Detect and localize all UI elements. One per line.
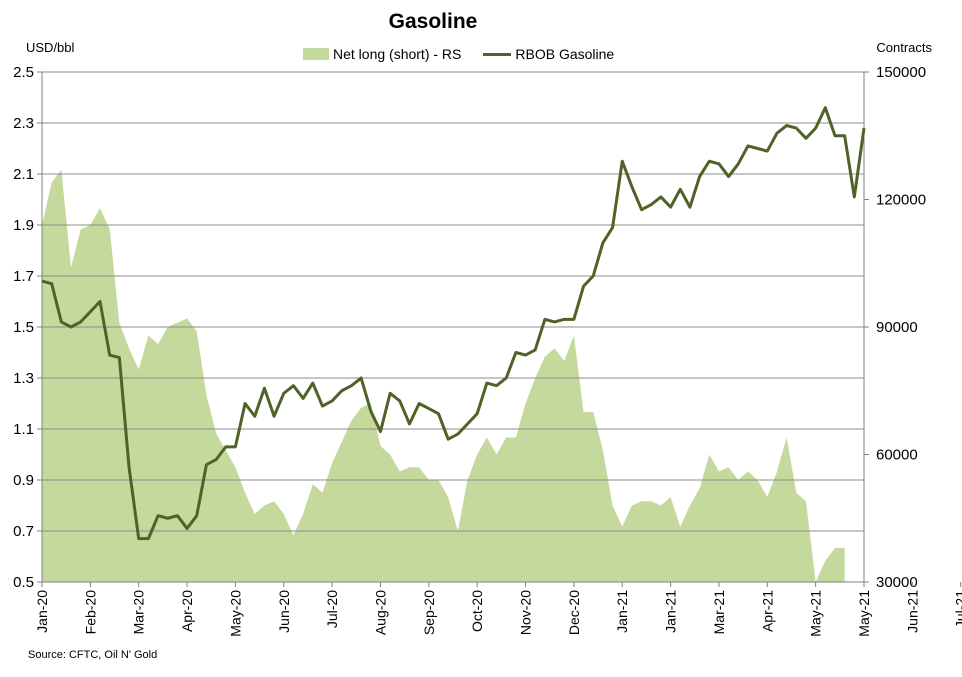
x-axis-tick-label: Oct-20 — [469, 590, 485, 632]
legend-item-rbob: RBOB Gasoline — [483, 46, 614, 62]
x-axis-tick-label: May-21 — [808, 590, 824, 637]
x-axis-tick-label: Sep-20 — [421, 590, 437, 635]
left-axis-tick-label: 2.1 — [13, 166, 34, 183]
left-axis-tick-label: 0.5 — [13, 574, 34, 591]
left-axis-tick-label: 1.9 — [13, 217, 34, 234]
x-axis-tick-label: Jan-21 — [663, 590, 679, 633]
left-axis-tick-label: 1.1 — [13, 421, 34, 438]
x-axis-tick-label: May-21 — [856, 590, 872, 637]
x-axis-tick-label: Dec-20 — [566, 590, 582, 635]
x-axis-tick-label: Nov-20 — [518, 590, 534, 635]
x-axis-tick-label: Jun-21 — [904, 590, 920, 633]
source-note: Source: CFTC, Oil N' Gold — [28, 649, 158, 661]
x-axis-tick-label: Jul-20 — [324, 590, 340, 628]
x-axis-tick-label: Aug-20 — [372, 590, 388, 635]
left-axis-tick-label: 0.9 — [13, 472, 34, 489]
legend-label-rbob: RBOB Gasoline — [515, 46, 615, 62]
left-axis-tick-label: 2.5 — [13, 64, 34, 81]
x-axis-tick-label: May-20 — [227, 590, 243, 637]
right-axis-tick-label: 30000 — [876, 574, 918, 591]
x-axis-tick-label: Feb-20 — [82, 590, 98, 635]
right-axis-unit-label: Contracts — [876, 40, 932, 55]
x-axis-tick-label: Jul-21 — [953, 590, 962, 628]
left-axis-tick-label: 2.3 — [13, 115, 34, 132]
left-axis-tick-label: 1.7 — [13, 268, 34, 285]
chart-legend: Net long (short) - RS RBOB Gasoline — [303, 46, 636, 62]
left-axis-tick-label: 0.7 — [13, 523, 34, 540]
left-axis-tick-label: 1.5 — [13, 319, 34, 336]
x-axis-tick-label: Jan-21 — [614, 590, 630, 633]
right-axis-tick-label: 120000 — [876, 192, 926, 209]
left-axis-unit-label: USD/bbl — [26, 40, 75, 55]
x-axis-tick-label: Apr-21 — [759, 590, 775, 632]
right-axis-tick-label: 60000 — [876, 447, 918, 464]
x-axis-tick-label: Mar-21 — [711, 590, 727, 635]
rbob-gasoline-line — [41, 106, 866, 541]
x-axis-tick-label: Jun-20 — [276, 590, 292, 633]
legend-item-net-long: Net long (short) - RS — [303, 46, 461, 62]
right-axis-tick-label: 90000 — [876, 319, 918, 336]
x-axis-tick-label: Apr-20 — [179, 590, 195, 632]
legend-area-swatch — [303, 48, 329, 60]
left-axis-tick-label: 1.3 — [13, 370, 34, 387]
right-axis-tick-label: 150000 — [876, 64, 926, 81]
net-long-area — [42, 169, 845, 582]
legend-label-net-long: Net long (short) - RS — [333, 46, 462, 62]
legend-line-swatch — [483, 52, 512, 56]
x-axis-tick-label: Mar-20 — [131, 590, 147, 635]
chart-title: Gasoline — [388, 10, 478, 33]
x-axis-tick-label: Jan-20 — [34, 590, 50, 633]
